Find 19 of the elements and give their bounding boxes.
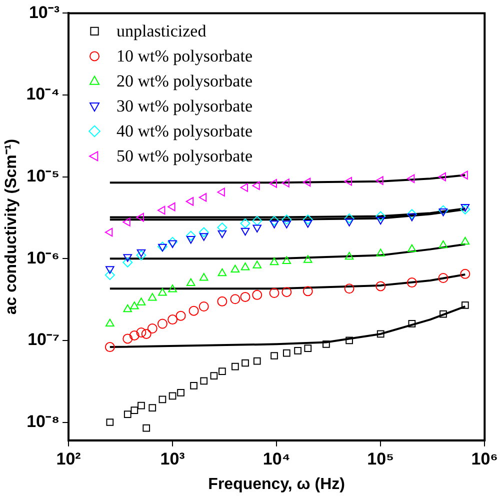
x-tick-label: 10²	[56, 449, 82, 468]
x-tick-label: 10⁵	[367, 449, 394, 468]
y-tick-label: 10⁻⁴	[26, 84, 60, 104]
y-axis-title: ac conductivity (Scm⁻¹)	[3, 138, 20, 315]
x-axis-title: Frequency, ω (Hz)	[208, 476, 345, 493]
y-tick-label: 10⁻³	[28, 2, 60, 22]
x-tick-label: 10³	[160, 449, 186, 468]
y-tick-label: 10⁻⁷	[28, 330, 60, 350]
legend-label: 20 wt% polysorbate	[116, 72, 252, 91]
y-tick-label: 10⁻⁵	[26, 166, 60, 186]
legend-label: 10 wt% polysorbate	[116, 46, 252, 66]
legend-label: unplasticized	[116, 22, 207, 41]
x-tick-label: 10⁴	[262, 449, 290, 468]
y-tick-label: 10⁻⁶	[26, 248, 60, 268]
legend-label: 30 wt% polysorbate	[116, 96, 252, 116]
legend-label: 40 wt% polysorbate	[116, 122, 252, 141]
legend-label: 50 wt% polysorbate	[116, 146, 252, 166]
y-tick-label: 10⁻⁸	[26, 412, 60, 431]
x-tick-label: 10⁶	[471, 449, 498, 468]
